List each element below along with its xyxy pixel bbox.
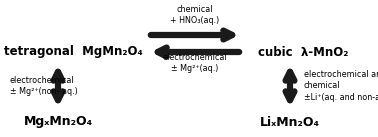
Text: LiₓMn₂O₄: LiₓMn₂O₄ <box>260 115 320 129</box>
Text: MgₓMn₂O₄: MgₓMn₂O₄ <box>23 115 93 129</box>
Text: chemical
+ HNO₃(aq.): chemical + HNO₃(aq.) <box>170 5 220 25</box>
Text: tetragonal  MgMn₂O₄: tetragonal MgMn₂O₄ <box>4 45 143 58</box>
Text: cubic  λ-MnO₂: cubic λ-MnO₂ <box>258 45 349 58</box>
Text: electrochemical and
chemical
±Li⁺(aq. and non-aq.): electrochemical and chemical ±Li⁺(aq. an… <box>304 70 378 102</box>
Text: electrochemical
± Mg²⁺(aq.): electrochemical ± Mg²⁺(aq.) <box>163 53 227 73</box>
Text: electrochemical
± Mg²⁺(non- aq.): electrochemical ± Mg²⁺(non- aq.) <box>10 76 78 96</box>
